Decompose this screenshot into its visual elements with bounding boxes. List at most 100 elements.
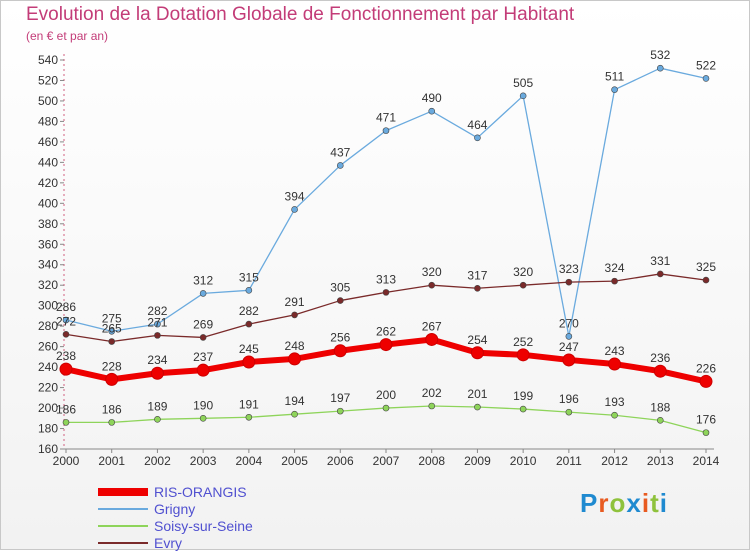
data-point-evry — [291, 311, 298, 319]
data-point-evry — [382, 289, 390, 296]
data-point-grigny — [199, 290, 207, 297]
data-point-ris-orangis — [699, 374, 713, 388]
data-label-soisy-sur-seine: 190 — [193, 398, 213, 412]
data-label-soisy-sur-seine: 202 — [422, 386, 442, 400]
logo-letter: i — [641, 488, 651, 518]
data-point-evry — [656, 270, 664, 278]
x-tick-label: 2006 — [327, 454, 354, 468]
data-label-ris-orangis: 243 — [605, 344, 625, 358]
data-point-grigny — [656, 64, 664, 72]
data-label-evry: 320 — [513, 265, 533, 279]
data-label-evry: 271 — [147, 315, 167, 329]
logo-letter: r — [598, 488, 610, 518]
data-label-soisy-sur-seine: 196 — [559, 392, 579, 406]
data-point-ris-orangis — [150, 366, 164, 380]
y-tick-label: 540 — [38, 53, 58, 67]
data-label-ris-orangis: 267 — [422, 319, 442, 333]
data-point-evry — [336, 297, 344, 304]
data-point-ris-orangis — [59, 362, 73, 376]
data-label-soisy-sur-seine: 201 — [467, 387, 487, 401]
logo-letter: P — [580, 488, 599, 518]
data-label-ris-orangis: 254 — [467, 333, 487, 347]
data-label-grigny: 511 — [605, 70, 624, 84]
data-point-soisy-sur-seine — [428, 402, 436, 410]
legend-label: Soisy-sur-Seine — [154, 518, 253, 534]
y-tick-label: 520 — [38, 73, 58, 87]
data-point-ris-orangis — [653, 364, 667, 378]
legend-item: Evry — [98, 535, 318, 552]
data-label-grigny: 437 — [330, 145, 350, 159]
legend-item: Grigny — [98, 501, 318, 518]
y-tick-label: 340 — [38, 258, 58, 272]
data-point-soisy-sur-seine — [291, 410, 298, 418]
legend-item: RIS-ORANGIS — [98, 484, 318, 501]
logo-letter: i — [659, 488, 668, 518]
y-tick-label: 440 — [38, 155, 58, 169]
data-point-ris-orangis — [288, 352, 302, 366]
data-labels-layer: 286 275 282 312 315 394 437 471 490 464 505 270 511 5… — [56, 48, 716, 426]
data-label-evry: 323 — [559, 262, 579, 276]
x-tick-label: 2011 — [556, 454, 582, 468]
data-point-evry — [62, 331, 70, 338]
data-label-grigny: 505 — [513, 76, 533, 90]
series-line-grigny — [65, 67, 707, 338]
data-point-grigny — [336, 162, 344, 169]
data-label-ris-orangis: 237 — [193, 350, 213, 364]
y-tick-label: 300 — [38, 299, 58, 313]
y-tick-label: 240 — [38, 360, 58, 374]
y-tick-label: 380 — [38, 217, 58, 231]
x-tick-label: 2008 — [418, 454, 445, 468]
y-tick-label: 400 — [38, 196, 58, 210]
data-point-grigny — [154, 320, 161, 328]
data-point-soisy-sur-seine — [108, 419, 116, 426]
data-point-grigny — [108, 327, 116, 335]
data-label-grigny: 522 — [696, 58, 716, 72]
data-label-evry: 305 — [330, 281, 350, 295]
data-label-ris-orangis: 248 — [285, 339, 305, 353]
data-point-soisy-sur-seine — [702, 429, 710, 436]
data-label-grigny: 282 — [147, 304, 167, 318]
data-point-evry — [611, 277, 618, 285]
data-point-evry — [428, 281, 436, 289]
data-point-grigny — [474, 134, 481, 142]
data-label-soisy-sur-seine: 191 — [239, 397, 259, 411]
data-point-ris-orangis — [379, 338, 393, 352]
data-point-grigny — [245, 287, 253, 294]
legend-label: Grigny — [154, 501, 196, 517]
data-label-evry: 272 — [56, 314, 76, 328]
data-point-soisy-sur-seine — [519, 405, 527, 413]
legend-swatch — [98, 542, 148, 544]
data-label-grigny: 532 — [650, 48, 670, 62]
data-point-grigny — [519, 92, 527, 100]
data-point-ris-orangis — [105, 372, 119, 386]
data-label-evry: 331 — [650, 254, 670, 268]
data-label-evry: 324 — [605, 261, 625, 275]
data-point-ris-orangis — [470, 346, 484, 360]
data-point-ris-orangis — [562, 353, 576, 367]
data-point-evry — [519, 281, 527, 289]
data-point-soisy-sur-seine — [656, 417, 664, 424]
data-label-evry: 291 — [285, 295, 305, 309]
x-tick-label: 2002 — [144, 454, 171, 468]
data-label-soisy-sur-seine: 186 — [56, 402, 76, 416]
data-point-evry — [702, 276, 710, 284]
data-point-soisy-sur-seine — [611, 411, 618, 419]
data-point-soisy-sur-seine — [336, 407, 344, 415]
x-tick-label: 2012 — [601, 454, 628, 468]
legend-swatch — [98, 488, 148, 496]
y-tick-label: 160 — [38, 442, 58, 456]
x-tick-label: 2003 — [190, 454, 217, 468]
data-label-grigny: 286 — [56, 300, 76, 314]
y-tick-label: 320 — [38, 278, 58, 292]
data-point-soisy-sur-seine — [382, 404, 390, 412]
y-tick-label: 460 — [38, 135, 58, 149]
series-layer — [59, 64, 713, 436]
x-tick-label: 2007 — [373, 454, 400, 468]
data-label-grigny: 490 — [422, 91, 442, 105]
data-label-ris-orangis: 245 — [239, 342, 259, 356]
x-tick-label: 2000 — [53, 454, 80, 468]
x-tick-label: 2009 — [464, 454, 491, 468]
data-label-soisy-sur-seine: 186 — [102, 402, 122, 416]
logo-letter: x — [626, 488, 642, 518]
